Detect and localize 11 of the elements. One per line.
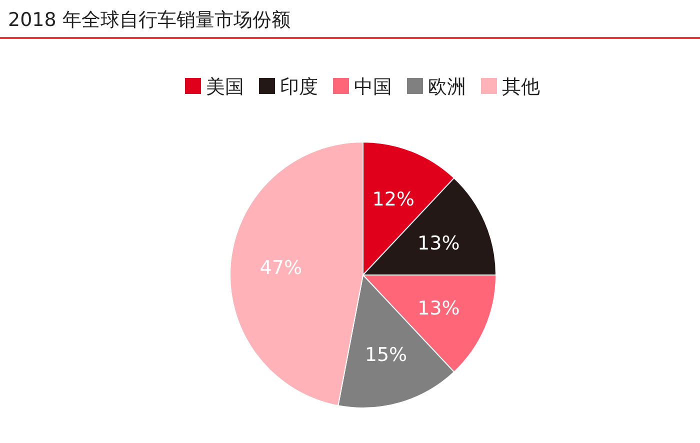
legend-label: 中国 <box>354 76 392 98</box>
legend-label: 美国 <box>206 76 244 98</box>
chart-title: 2018 年全球自行车销量市场份额 <box>8 9 290 31</box>
data-label: 12% <box>372 188 414 210</box>
legend-label: 印度 <box>280 76 318 98</box>
data-label: 47% <box>260 257 302 280</box>
data-label: 15% <box>364 344 408 366</box>
data-label: 13% <box>418 298 460 320</box>
data-label: 13% <box>418 232 460 254</box>
legend-label: 其他 <box>502 76 540 98</box>
legend-label: 欧洲 <box>428 76 466 98</box>
